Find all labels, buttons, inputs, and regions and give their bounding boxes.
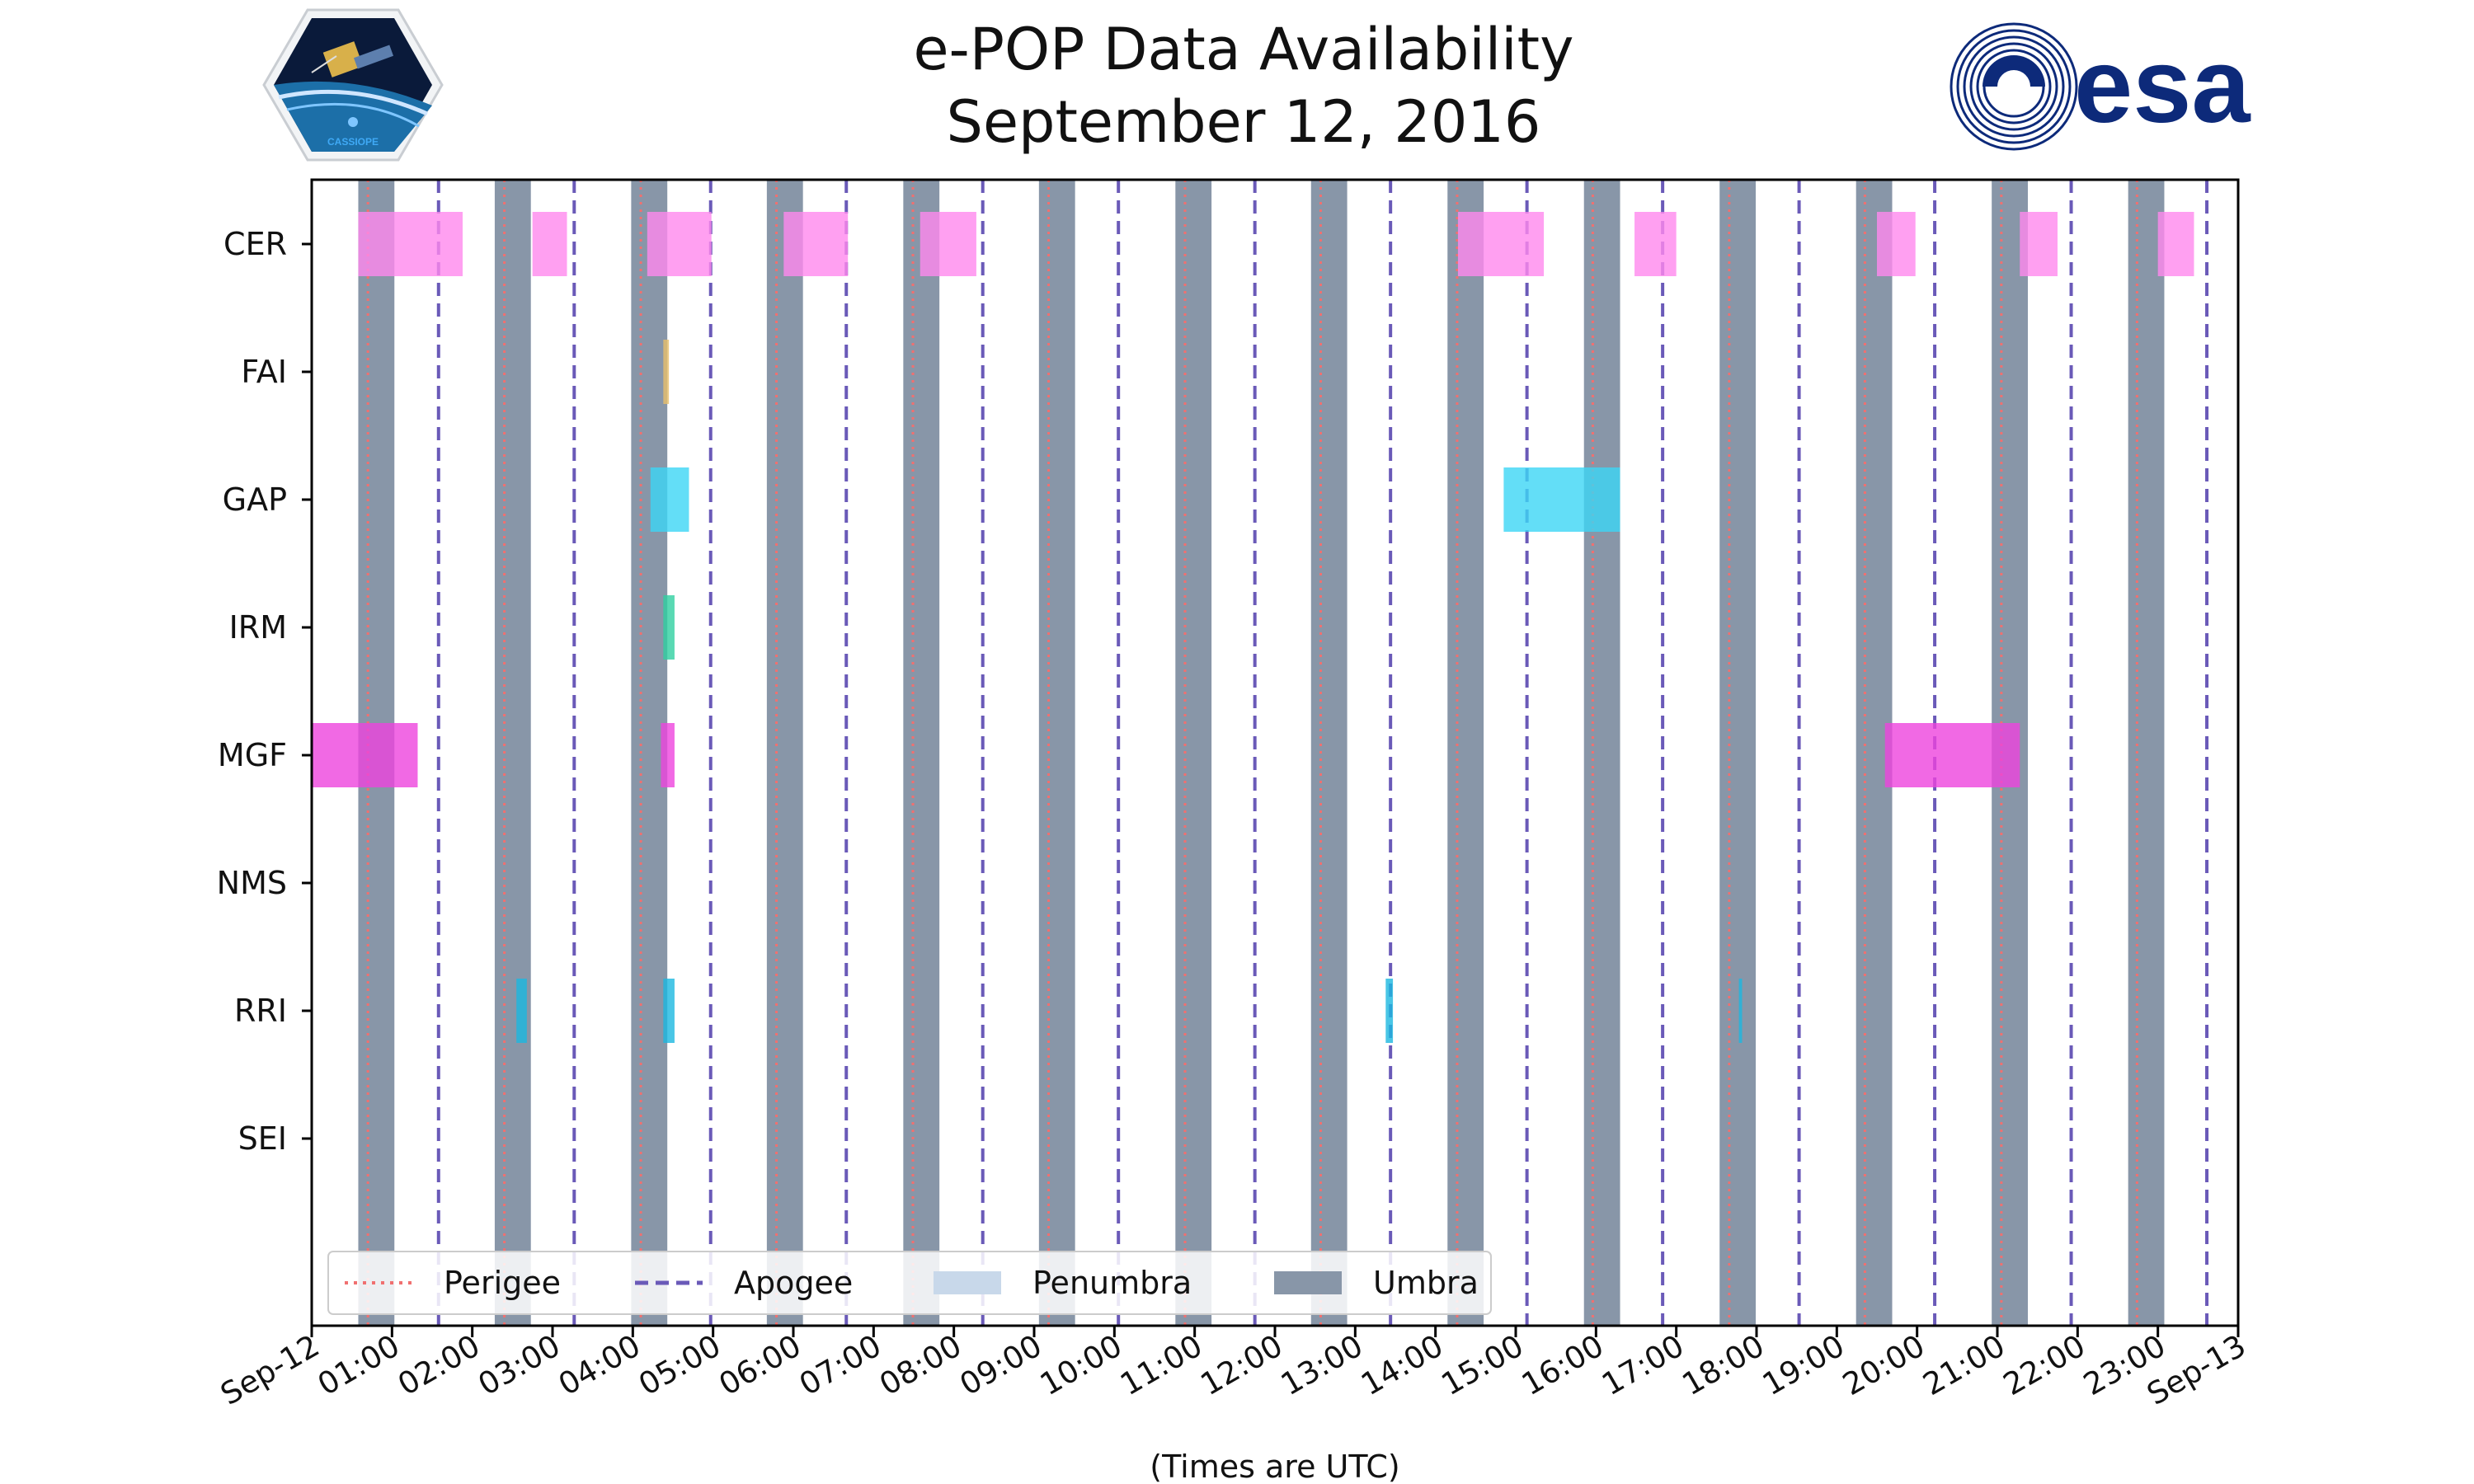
cassiope-logo-text: CASSIOPE [327, 136, 379, 148]
umbra-band [494, 180, 531, 1326]
chart-title: e-POP Data Availability [913, 16, 1573, 83]
y-tick-label-fai: FAI [241, 354, 287, 390]
y-tick-label-nms: NMS [217, 865, 287, 901]
coverage-bar-mgf [312, 723, 418, 787]
umbra-band [766, 180, 803, 1326]
legend-box [327, 1251, 1492, 1315]
esa-logo: esa [1950, 22, 2251, 151]
coverage-bar-rri [1385, 979, 1394, 1043]
legend-swatch-umbra [1274, 1271, 1342, 1294]
umbra-band [903, 180, 940, 1326]
coverage-bar-cer [2020, 212, 2058, 276]
x-tick-label: 09:00 [954, 1328, 1048, 1403]
x-tick-label: 03:00 [473, 1328, 567, 1403]
x-tick-label: 05:00 [633, 1328, 727, 1403]
x-tick-label: 10:00 [1034, 1328, 1128, 1403]
x-tick-label: 15:00 [1436, 1328, 1530, 1403]
legend-label-perigee: Perigee [444, 1265, 561, 1301]
coverage-bar-cer [358, 212, 463, 276]
y-tick-label-sei: SEI [238, 1120, 287, 1157]
cassiope-logo: CASSIOPE [262, 8, 444, 162]
x-tick-label: 02:00 [392, 1328, 486, 1403]
y-tick-label-mgf: MGF [218, 737, 287, 773]
umbra-band [1038, 180, 1075, 1326]
x-tick-label: 01:00 [312, 1328, 406, 1403]
coverage-bar-rri [1738, 979, 1743, 1043]
x-tick-label: 12:00 [1195, 1328, 1289, 1403]
coverage-bar-cer [920, 212, 976, 276]
x-tick-label: 18:00 [1677, 1328, 1771, 1403]
x-tick-label: 06:00 [713, 1328, 807, 1403]
umbra-band [1175, 180, 1212, 1326]
x-axis-label: (Times are UTC) [1150, 1449, 1399, 1484]
esa-logo-text: esa [2074, 27, 2251, 145]
coverage-bar-rri [663, 979, 675, 1043]
coverage-bar-cer [1877, 212, 1916, 276]
x-tick-label: Sep-12 [214, 1328, 325, 1412]
x-tick-label: 21:00 [1917, 1328, 2011, 1403]
coverage-bar-cer [2157, 212, 2194, 276]
chart-subtitle: September 12, 2016 [947, 88, 1541, 156]
x-tick-label: 19:00 [1757, 1328, 1851, 1403]
coverage-bar-mgf [661, 723, 675, 787]
x-tick-label: 22:00 [1997, 1328, 2091, 1403]
coverage-bar-fai [663, 340, 670, 404]
umbra-band [1719, 180, 1757, 1326]
x-tick-label: 04:00 [553, 1328, 647, 1403]
coverage-bar-cer [1634, 212, 1677, 276]
y-tick-label-gap: GAP [223, 481, 287, 518]
x-tick-label: 13:00 [1275, 1328, 1369, 1403]
coverage-bar-cer [1457, 212, 1545, 276]
legend-label-penumbra: Penumbra [1032, 1265, 1192, 1301]
umbra-band [2128, 180, 2165, 1326]
umbra-band [1583, 180, 1620, 1326]
x-tick-label: 17:00 [1596, 1328, 1690, 1403]
umbra-band [1447, 180, 1484, 1326]
x-tick-label: 16:00 [1516, 1328, 1610, 1403]
coverage-bar-rri [516, 979, 527, 1043]
y-tick-label-cer: CER [223, 226, 287, 262]
legend-label-apogee: Apogee [734, 1265, 853, 1301]
coverage-bar-cer [783, 212, 849, 276]
x-tick-label: 14:00 [1355, 1328, 1449, 1403]
coverage-bar-gap [650, 467, 689, 532]
y-tick-label-rri: RRI [234, 993, 287, 1029]
x-tick-label: 07:00 [793, 1328, 887, 1403]
x-tick-label: 11:00 [1114, 1328, 1208, 1403]
umbra-layer [358, 180, 2165, 1326]
x-tick-label: 08:00 [873, 1328, 967, 1403]
coverage-bar-mgf [1884, 723, 2020, 787]
coverage-bar-irm [663, 595, 675, 660]
legend-label-umbra: Umbra [1373, 1265, 1479, 1301]
coverage-layer [312, 212, 2194, 1043]
legend: Perigee Apogee Penumbra Umbra [327, 1251, 1492, 1315]
legend-swatch-penumbra [934, 1271, 1001, 1294]
coverage-bar-cer [532, 212, 567, 276]
coverage-bar-cer [647, 212, 712, 276]
x-tick-label: 20:00 [1837, 1328, 1931, 1403]
coverage-bar-gap [1503, 467, 1620, 532]
umbra-band [1310, 180, 1348, 1326]
y-tick-label-irm: IRM [229, 609, 287, 646]
